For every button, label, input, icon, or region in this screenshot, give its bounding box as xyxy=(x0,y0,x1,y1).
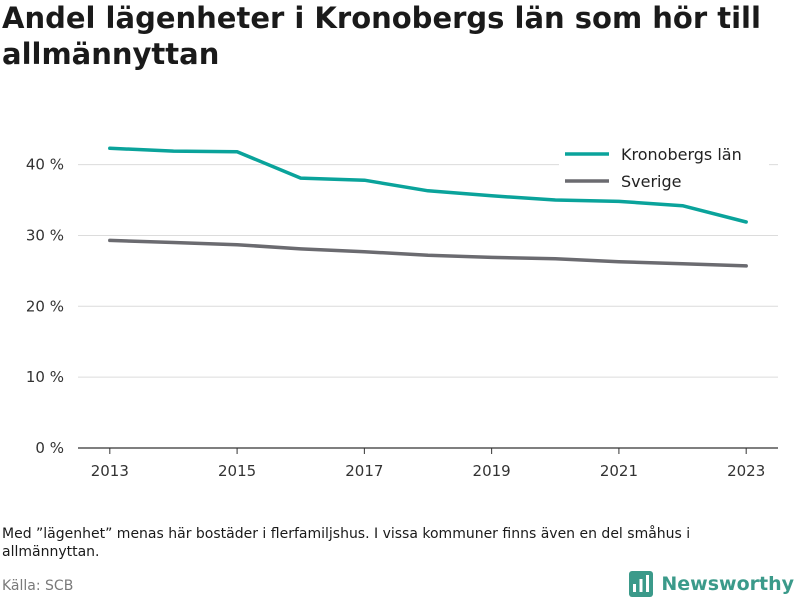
newsworthy-logo-icon xyxy=(629,571,654,597)
x-tick-label: 2021 xyxy=(600,462,638,480)
x-tick-label: 2017 xyxy=(345,462,383,480)
x-tick-label: 2023 xyxy=(727,462,765,480)
axes: 0 % 10 % 20 % 30 % 40 % 2013 2015 2017 2019 2021 2… xyxy=(26,156,778,480)
y-tick-label: 0 % xyxy=(35,439,64,457)
footnote: Med ”lägenhet” menas här bostäder i fler… xyxy=(2,526,691,560)
legend-label-1: Sverige xyxy=(621,172,682,191)
brand-name: Newsworthy xyxy=(661,573,794,595)
x-tick-label: 2019 xyxy=(473,462,511,480)
y-tick-label: 40 % xyxy=(26,156,64,174)
chart-title: Andel lägenheter i Kronobergs län som hö… xyxy=(2,1,761,71)
legend: Kronobergs län Sverige xyxy=(559,140,769,193)
series-lines xyxy=(108,146,748,268)
y-tick-label: 30 % xyxy=(26,226,64,244)
y-tick-label: 20 % xyxy=(26,297,64,315)
y-tick-label: 10 % xyxy=(26,368,64,386)
gridlines xyxy=(78,164,778,378)
series-line-0 xyxy=(108,146,748,224)
line-chart: 0 % 10 % 20 % 30 % 40 % 2013 2015 2017 2019 2021 2… xyxy=(25,140,778,480)
x-tick-label: 2013 xyxy=(91,462,129,480)
brand-logo: Newsworthy xyxy=(629,569,794,599)
source-text: Källa: SCB xyxy=(2,578,74,594)
legend-label-0: Kronobergs län xyxy=(621,145,742,164)
series-line-1 xyxy=(108,238,748,268)
x-tick-label: 2015 xyxy=(218,462,256,480)
